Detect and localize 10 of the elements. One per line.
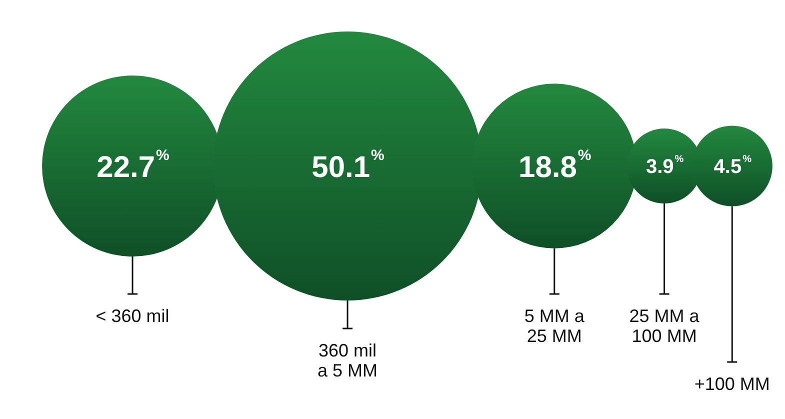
data-label: 50.1% [312,147,384,184]
data-label: 22.7% [96,147,170,184]
category-label: +100 MM [694,374,770,394]
category-label: 5 MM a 25 MM [524,306,586,346]
category-label: 25 MM a 100 MM [629,306,700,346]
data-label: 4.5% [714,154,752,178]
category-label: < 360 mil [96,306,170,326]
data-label: 18.8% [518,147,592,184]
data-label: 3.9% [646,154,684,178]
category-label: 360 mil a 5 MM [318,340,378,380]
